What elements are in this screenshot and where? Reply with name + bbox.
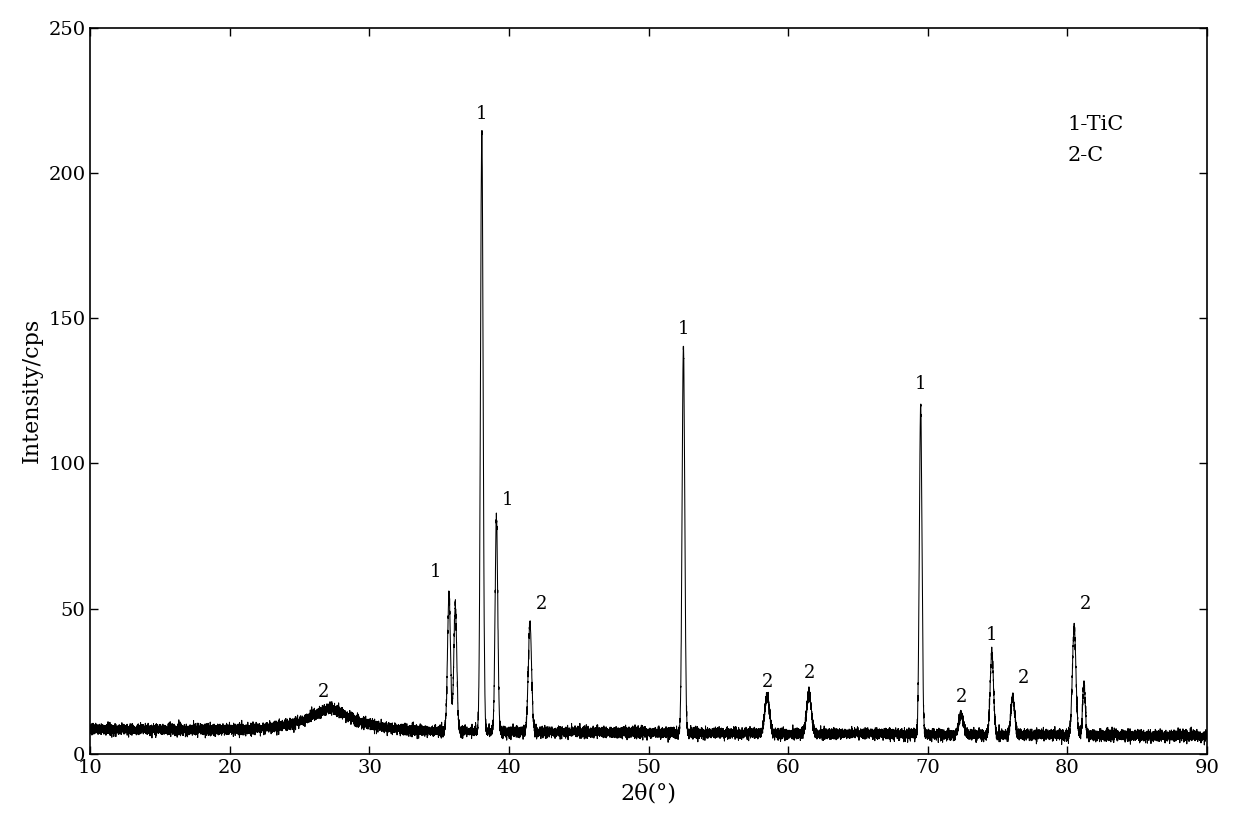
Text: 2: 2 (761, 672, 773, 691)
Text: 1: 1 (476, 105, 487, 123)
Text: 1: 1 (915, 375, 926, 394)
Text: 1: 1 (502, 491, 513, 509)
Text: 1: 1 (986, 626, 998, 644)
Text: 1: 1 (429, 563, 440, 582)
Text: 2: 2 (1080, 595, 1091, 613)
Text: 2: 2 (317, 683, 329, 701)
Text: 2: 2 (1018, 669, 1029, 686)
Y-axis label: Intensity/cps: Intensity/cps (21, 318, 43, 464)
X-axis label: 2θ(°): 2θ(°) (620, 782, 677, 804)
Text: 2: 2 (804, 664, 815, 681)
Text: 2: 2 (536, 596, 547, 614)
Text: 1-TiC
2-C: 1-TiC 2-C (1068, 115, 1123, 165)
Text: 1: 1 (678, 320, 689, 338)
Text: 2: 2 (956, 688, 967, 705)
